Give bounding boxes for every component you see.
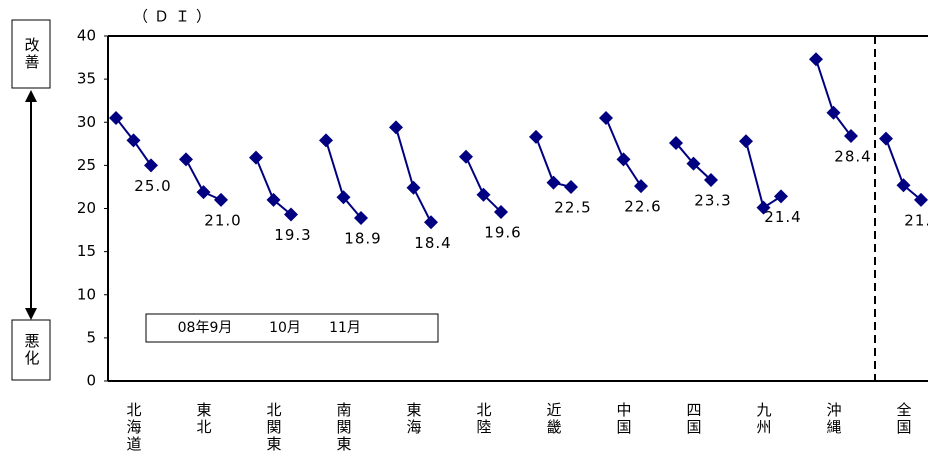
y-tick-label: 15	[77, 242, 96, 260]
worsen-label: 悪化	[23, 333, 41, 367]
worsen-box	[11, 319, 51, 381]
marker	[459, 149, 473, 164]
y-tick-label: 40	[77, 27, 96, 45]
marker	[564, 179, 578, 194]
marker	[599, 110, 613, 125]
y-tick-label: 20	[77, 199, 96, 217]
marker	[354, 210, 368, 225]
marker	[406, 180, 421, 195]
marker	[546, 175, 561, 190]
line	[605, 117, 642, 187]
x-tick-label: 四国	[685, 402, 703, 436]
marker	[284, 207, 298, 222]
y-tick-label: 25	[77, 156, 96, 174]
marker	[879, 131, 893, 146]
legend-label: 08年9月	[178, 320, 233, 336]
marker	[109, 110, 123, 125]
data-label: 28.4	[834, 148, 871, 166]
marker	[424, 215, 438, 230]
y-tick-label: 10	[77, 285, 96, 303]
marker	[249, 150, 263, 165]
data-label: 22.5	[554, 198, 591, 216]
marker	[389, 120, 403, 135]
marker	[896, 178, 911, 193]
marker	[179, 152, 193, 167]
y-tick-label: 0	[86, 372, 96, 390]
line	[465, 156, 502, 213]
x-tick-label: 中国	[615, 402, 633, 436]
x-tick-label: 北海道	[125, 402, 143, 453]
line	[395, 127, 432, 223]
data-label: 25.0	[134, 177, 171, 195]
x-tick-label: 近畿	[545, 402, 563, 436]
x-tick-label: 沖縄	[825, 402, 843, 436]
marker	[809, 52, 823, 67]
data-label: 18.9	[344, 229, 381, 247]
marker	[616, 152, 631, 167]
marker	[266, 192, 281, 207]
x-tick-label: 全国	[895, 401, 913, 436]
marker	[126, 133, 141, 148]
marker	[476, 187, 491, 202]
x-tick-label: 北関東	[265, 402, 283, 453]
data-label: 19.6	[484, 223, 521, 241]
data-label: 22.6	[624, 198, 661, 216]
arrow-up	[25, 90, 37, 102]
data-label: 23.3	[694, 192, 731, 210]
marker	[844, 129, 858, 144]
x-tick-label: 東海	[405, 402, 423, 436]
marker	[774, 189, 788, 204]
marker	[739, 134, 753, 149]
data-label: 21.0	[904, 211, 928, 229]
marker	[704, 173, 718, 188]
legend-label: 10月	[269, 320, 301, 336]
data-label: 18.4	[414, 234, 451, 252]
marker	[669, 135, 683, 150]
marker	[914, 192, 928, 207]
data-label: 21.4	[764, 208, 801, 226]
marker	[319, 133, 333, 148]
marker	[826, 105, 841, 120]
improve-label: 改善	[23, 37, 41, 71]
y-tick-label: 30	[77, 113, 96, 131]
data-label: 19.3	[274, 226, 311, 244]
x-tick-label: 北陸	[475, 402, 493, 436]
legend-box	[145, 313, 439, 343]
y-tick-label: 35	[77, 70, 96, 88]
marker	[336, 190, 351, 205]
marker	[529, 129, 543, 144]
marker	[144, 158, 158, 173]
y-tick-label: 5	[86, 328, 96, 346]
x-tick-label: 九州	[755, 402, 773, 436]
marker	[686, 156, 701, 171]
data-label: 21.0	[204, 211, 241, 229]
marker	[196, 185, 211, 200]
arrow-down	[25, 308, 37, 320]
unit-label: （ＤＩ）	[133, 8, 217, 26]
line	[815, 58, 852, 137]
x-tick-label: 東北	[195, 402, 213, 436]
marker	[634, 179, 648, 194]
legend-label: 11月	[329, 320, 361, 336]
improve-box	[11, 19, 51, 89]
marker	[214, 192, 228, 207]
x-tick-label: 南関東	[335, 402, 353, 453]
line	[325, 140, 362, 219]
marker	[494, 204, 508, 219]
marker	[756, 200, 771, 215]
